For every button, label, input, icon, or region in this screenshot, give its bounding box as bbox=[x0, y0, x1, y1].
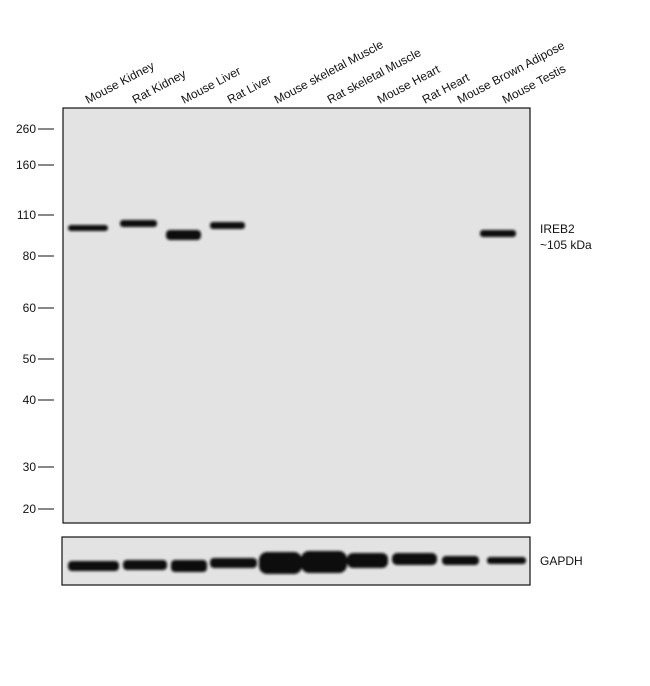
ireb2-bands bbox=[68, 220, 516, 240]
markers: 260 160 110 80 60 50 40 30 20 bbox=[16, 122, 54, 516]
band bbox=[480, 230, 516, 237]
band bbox=[166, 230, 201, 240]
gapdh-bands bbox=[68, 551, 526, 574]
main-blot-panel bbox=[62, 107, 531, 524]
marker-label: 30 bbox=[23, 460, 37, 474]
marker-label: 50 bbox=[23, 352, 37, 366]
target-label: IREB2 bbox=[540, 222, 575, 236]
band bbox=[487, 557, 526, 564]
marker-label: 160 bbox=[16, 158, 36, 172]
band bbox=[347, 553, 388, 568]
marker-label: 110 bbox=[17, 208, 36, 222]
marker-label: 20 bbox=[23, 502, 37, 516]
target-size: ~105 kDa bbox=[540, 238, 592, 252]
band bbox=[210, 558, 257, 568]
band bbox=[301, 551, 347, 573]
band bbox=[123, 560, 167, 570]
loading-control-label: GAPDH bbox=[540, 554, 583, 568]
marker-label: 80 bbox=[23, 249, 37, 263]
band bbox=[68, 561, 119, 571]
marker-label: 60 bbox=[23, 301, 37, 315]
band bbox=[259, 552, 302, 574]
band bbox=[210, 222, 245, 229]
marker-label: 40 bbox=[23, 393, 37, 407]
band bbox=[68, 225, 108, 231]
marker-label: 260 bbox=[16, 122, 36, 136]
band bbox=[442, 556, 479, 565]
band bbox=[171, 560, 207, 572]
band bbox=[392, 553, 437, 565]
band bbox=[120, 220, 157, 227]
